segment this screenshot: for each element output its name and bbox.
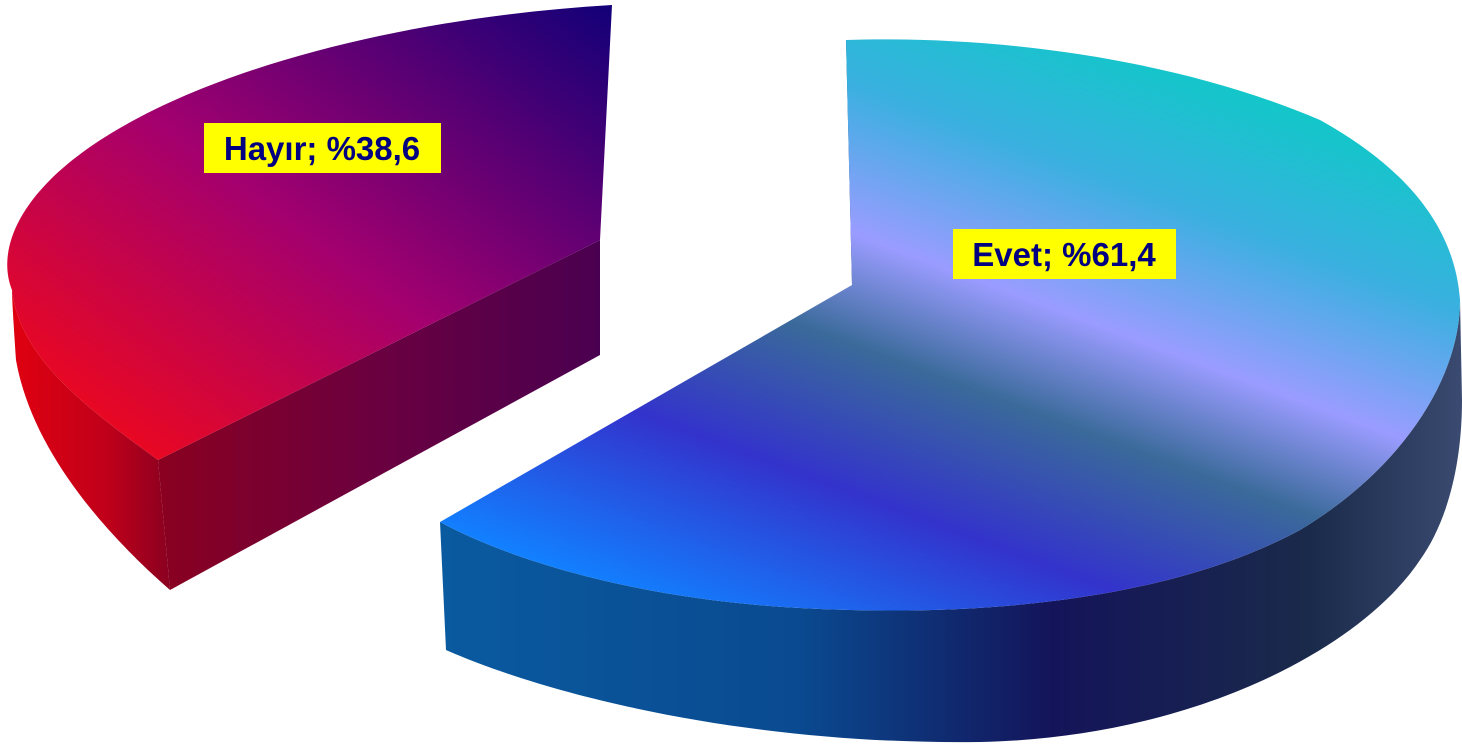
pie-slice-hayir-cut [158, 240, 600, 590]
pie-slice-hayir [7, 5, 613, 590]
pie-slice-evet-top [440, 39, 1460, 611]
pie-slice-hayir-top [7, 5, 613, 460]
data-label-evet-bg [953, 229, 1176, 279]
data-label-evet-text: Evet; %61,4 [972, 236, 1156, 273]
data-label-hayir-bg [204, 123, 441, 173]
data-label-hayir: Hayır; %38,6 [204, 123, 441, 173]
data-label-hayir-text: Hayır; %38,6 [224, 130, 420, 167]
pie-slice-evet [440, 39, 1462, 743]
pie-slice-evet-wall [440, 300, 1462, 743]
data-label-evet: Evet; %61,4 [953, 229, 1176, 279]
pie-slice-hayir-wall [12, 290, 170, 590]
